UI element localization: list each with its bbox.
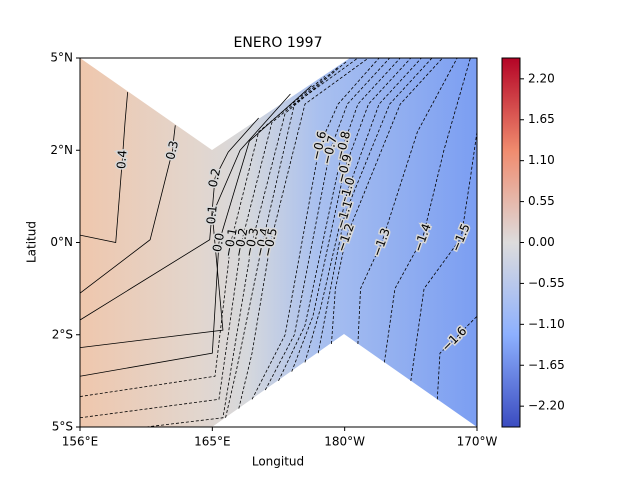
contour-line [410, 131, 478, 381]
x-tick-label: 165°E [194, 435, 231, 449]
contour-line [238, 57, 369, 409]
colorbar-tick-label: −1.65 [528, 358, 565, 372]
x-tick-label: 170°W [457, 435, 498, 449]
contour-label: 0.0 [210, 232, 227, 253]
contour-line [436, 316, 478, 400]
colorbar-tick-label: −0.55 [528, 276, 565, 290]
colorbar [501, 57, 521, 428]
contour-label: 0.4 [114, 149, 129, 169]
field [80, 58, 477, 427]
contour-label: 0.1 [204, 205, 220, 225]
contour-label: −0.8 [333, 130, 353, 162]
colorbar-tick-label: 2.20 [528, 71, 555, 85]
y-tick-label: 2°S [52, 327, 73, 341]
colorbar-tick-label: −1.10 [528, 317, 565, 331]
contour-line [304, 57, 422, 363]
x-tick-label: 180°W [324, 435, 365, 449]
colorbar-tick-label: 1.10 [528, 153, 555, 167]
contour-line [79, 125, 176, 294]
colorbar-tick-label: 0.55 [528, 194, 555, 208]
colorbar-tick-label: 0.00 [528, 235, 555, 249]
contour-label: 0.3 [163, 139, 181, 161]
y-axis-label: Latitud [25, 221, 39, 263]
contour-line [357, 57, 458, 344]
contour-line [79, 92, 129, 243]
contour-label: −0.1 [221, 227, 240, 258]
contour-line [79, 66, 339, 419]
contour-line [79, 93, 291, 349]
colorbar-tick-label: 1.65 [528, 112, 555, 126]
contour-line [251, 57, 380, 400]
contour-line [79, 76, 326, 397]
contour-line [291, 57, 412, 372]
y-tick-label: 0°N [50, 235, 73, 249]
contour-line [317, 57, 433, 354]
contour-label: 0.2 [206, 167, 224, 189]
contour-line [331, 57, 443, 345]
contour-line [79, 117, 259, 321]
y-tick-label: 2°N [50, 143, 73, 157]
chart-title: ENERO 1997 [234, 35, 323, 51]
contour-line [264, 57, 390, 391]
contour-line [225, 57, 359, 418]
y-tick-label: 5°S [52, 420, 73, 434]
contour-line [383, 57, 471, 363]
x-axis-label: Longitud [252, 455, 304, 469]
colorbar-tick-label: −2.20 [528, 399, 565, 413]
contour-line [278, 57, 401, 382]
y-tick-label: 5°N [50, 51, 73, 65]
x-tick-label: 156°E [62, 435, 99, 449]
